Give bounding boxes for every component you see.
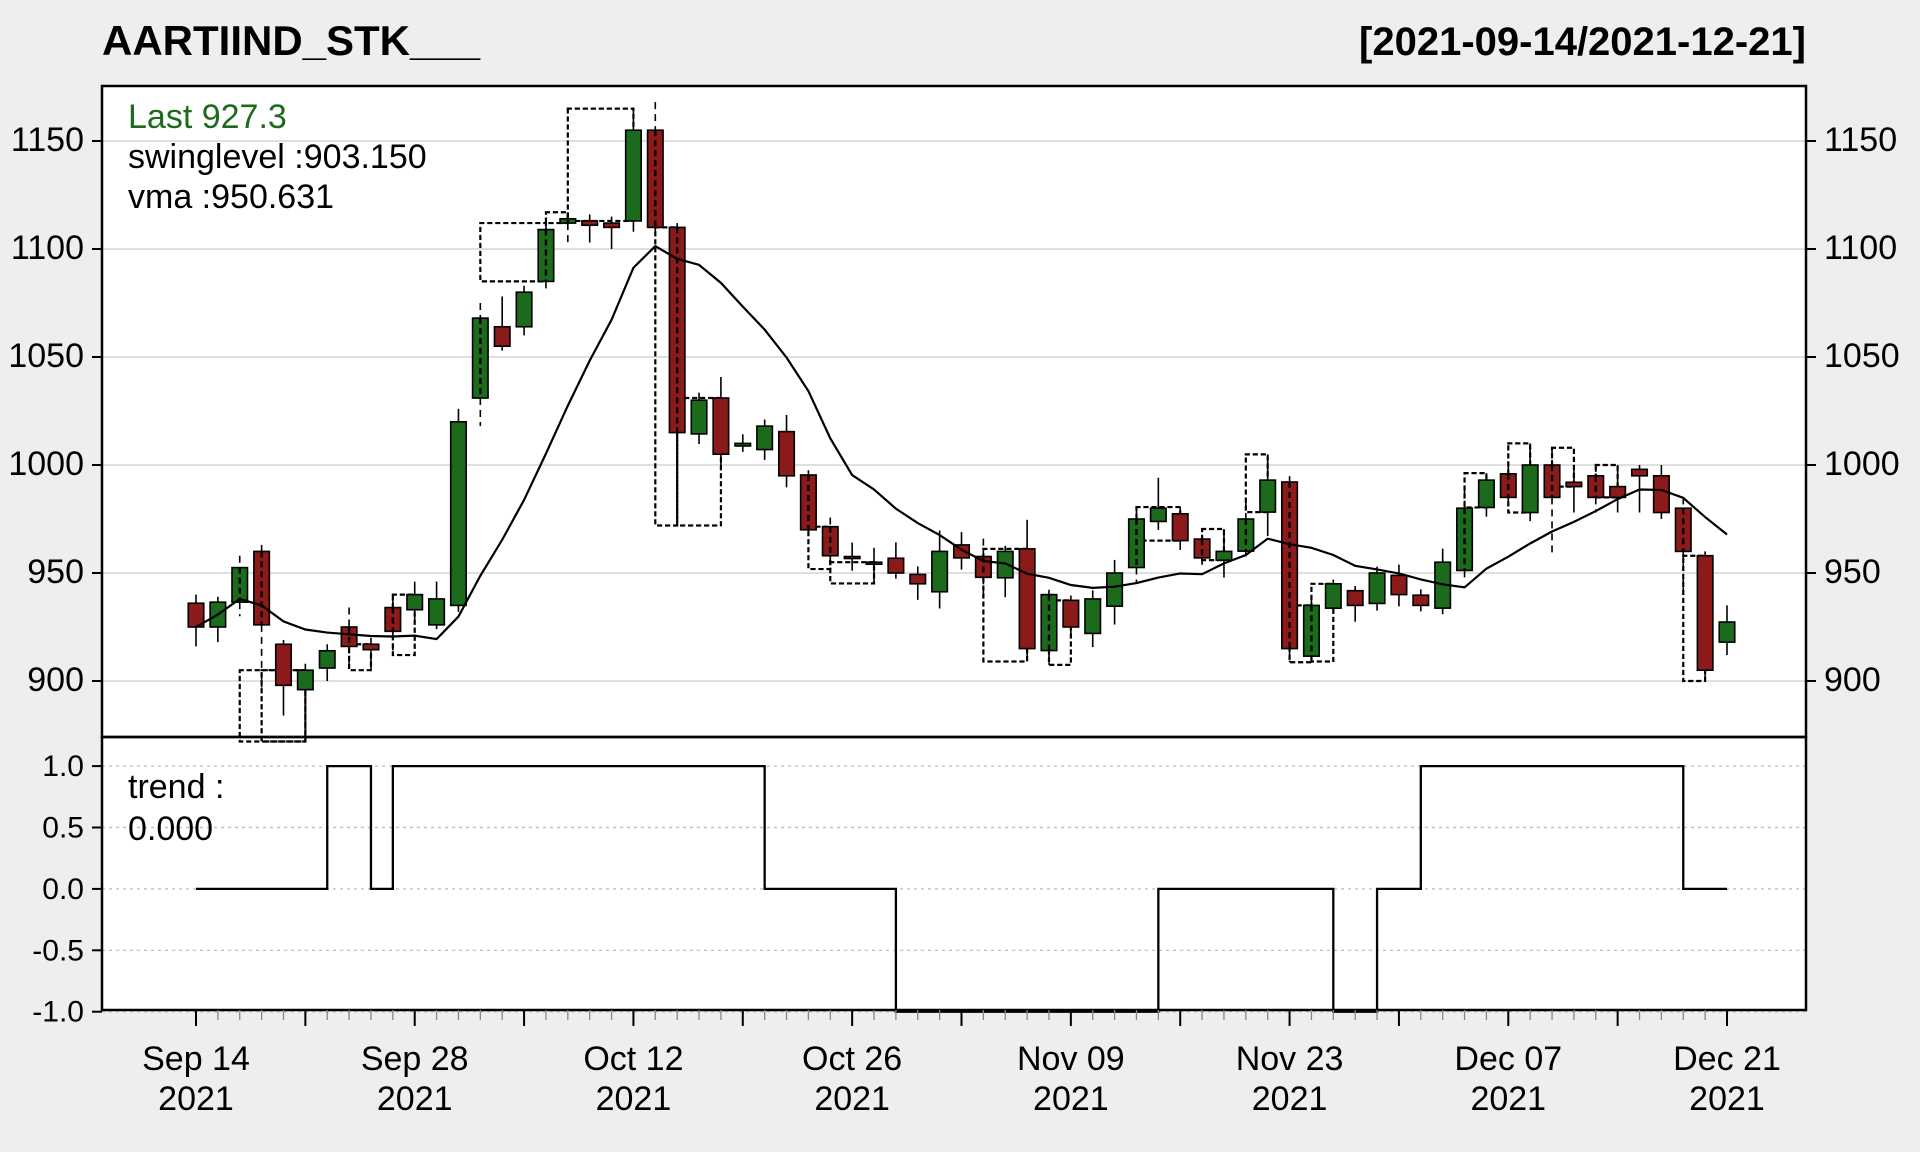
svg-text:Dec 07: Dec 07 — [1454, 1040, 1562, 1078]
svg-text:0.5: 0.5 — [42, 812, 84, 845]
svg-text:2021: 2021 — [1470, 1080, 1546, 1118]
svg-text:Last 927.3: Last 927.3 — [128, 98, 287, 136]
svg-text:2021: 2021 — [1689, 1080, 1765, 1118]
svg-text:2021: 2021 — [377, 1080, 453, 1118]
svg-text:Sep 28: Sep 28 — [361, 1040, 469, 1078]
svg-text:2021: 2021 — [814, 1080, 890, 1118]
svg-text:Oct 12: Oct 12 — [583, 1040, 683, 1078]
svg-text:1100: 1100 — [1824, 229, 1897, 267]
svg-text:-1.0: -1.0 — [32, 996, 84, 1029]
svg-text:1000: 1000 — [8, 445, 84, 483]
svg-text:1100: 1100 — [11, 229, 84, 267]
svg-text:2021: 2021 — [1252, 1080, 1328, 1118]
svg-text:Oct 26: Oct 26 — [802, 1040, 902, 1078]
svg-text:AARTIIND_STK___: AARTIIND_STK___ — [102, 17, 481, 64]
svg-text:1150: 1150 — [1824, 121, 1897, 159]
svg-text:900: 900 — [1824, 661, 1881, 699]
svg-text:1050: 1050 — [1824, 337, 1900, 375]
svg-text:1.0: 1.0 — [42, 750, 84, 783]
svg-text:Sep 14: Sep 14 — [142, 1040, 250, 1078]
svg-text:950: 950 — [1824, 553, 1881, 591]
svg-text:Dec 21: Dec 21 — [1673, 1040, 1781, 1078]
svg-text:2021: 2021 — [1033, 1080, 1109, 1118]
svg-text:-0.5: -0.5 — [32, 934, 84, 967]
svg-text:1050: 1050 — [8, 337, 84, 375]
svg-text:vma :950.631: vma :950.631 — [128, 178, 334, 216]
svg-text:[2021-09-14/2021-12-21]: [2021-09-14/2021-12-21] — [1359, 20, 1806, 64]
svg-text:0.000: 0.000 — [128, 810, 213, 848]
svg-text:2021: 2021 — [158, 1080, 234, 1118]
svg-text:950: 950 — [27, 553, 84, 591]
svg-text:900: 900 — [27, 661, 84, 699]
svg-text:Nov 23: Nov 23 — [1236, 1040, 1344, 1078]
svg-text:swinglevel :903.150: swinglevel :903.150 — [128, 138, 427, 176]
svg-text:0.0: 0.0 — [42, 873, 84, 906]
svg-text:trend :: trend : — [128, 768, 224, 806]
svg-text:Nov 09: Nov 09 — [1017, 1040, 1125, 1078]
svg-text:1000: 1000 — [1824, 445, 1900, 483]
svg-text:2021: 2021 — [596, 1080, 672, 1118]
svg-text:1150: 1150 — [11, 121, 84, 159]
